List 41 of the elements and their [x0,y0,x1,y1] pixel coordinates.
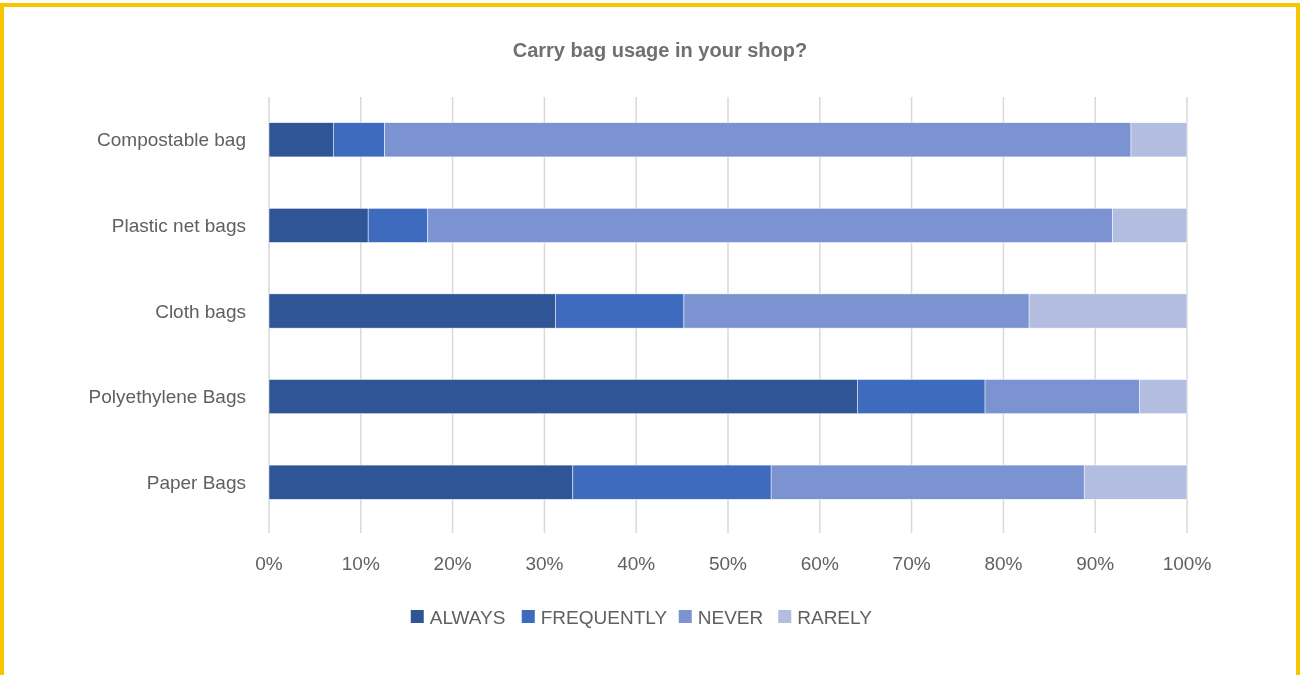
y-tick-label: Plastic net bags [111,215,246,237]
x-tick-label: 100% [1162,553,1212,574]
bar [1083,464,1188,500]
x-tick-label: 70% [892,553,931,574]
y-tick-label: Compostable bag [97,129,246,151]
bar [984,379,1140,414]
x-tick-label: 90% [1076,553,1115,574]
bar [572,464,772,500]
x-tick-label: 80% [984,553,1023,574]
y-tick-label: Polyethylene Bags [88,386,246,408]
x-tick-label: 10% [341,553,380,574]
legend-label: RARELY [797,606,873,628]
x-tick-label: 20% [433,553,472,574]
bar [555,293,685,329]
legend-label: NEVER [697,606,764,628]
bar [1028,293,1188,329]
x-tick-label: 0% [255,553,283,574]
bar [268,379,858,414]
legend-label: ALWAYS [429,606,506,628]
y-tick-label: Paper Bags [146,471,246,493]
bar [770,464,1085,500]
x-tick-label: 50% [708,553,748,574]
bar [333,122,385,158]
bar [384,122,1132,158]
bar [268,464,574,500]
legend-label: FREQUENTLY [540,606,668,628]
bar [683,293,1030,329]
bar [857,379,986,414]
bar [367,208,429,243]
bar [1112,208,1188,243]
x-tick-label: 60% [800,553,839,574]
bar [268,208,369,243]
x-tick-label: 40% [617,553,656,574]
chart-title: Carry bag usage in your shop? [512,39,808,61]
x-tick-label: 30% [525,553,564,574]
bar [1139,379,1188,414]
bar [268,293,556,329]
bar [1130,122,1188,158]
bar [427,208,1113,243]
y-tick-label: Cloth bags [155,300,246,322]
bar [268,122,334,158]
